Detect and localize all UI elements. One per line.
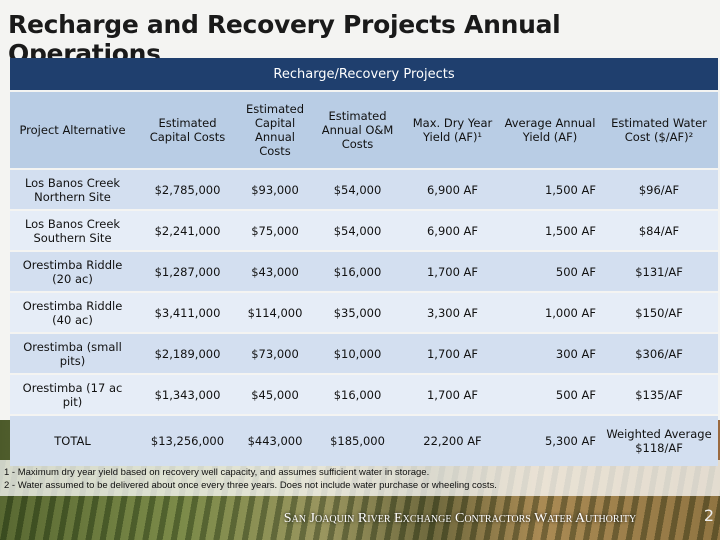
cell: 1,500 AF — [500, 170, 600, 209]
cell: $96/AF — [600, 170, 718, 209]
cell: $45,000 — [240, 375, 310, 414]
cell: $131/AF — [600, 252, 718, 291]
table-row: Los Banos Creek Northern Site $2,785,000 $… — [10, 170, 718, 209]
cell: $16,000 — [310, 252, 405, 291]
cell: $13,256,000 — [135, 416, 240, 466]
column-header: Estimated Water Cost ($/AF)² — [600, 92, 718, 168]
cell: 1,000 AF — [500, 293, 600, 332]
cell: $185,000 — [310, 416, 405, 466]
cell: Weighted Average $118/AF — [600, 416, 718, 466]
cell: $10,000 — [310, 334, 405, 373]
cell: 300 AF — [500, 334, 600, 373]
cell: 22,200 AF — [405, 416, 500, 466]
table-body: Los Banos Creek Northern Site $2,785,000 $… — [10, 170, 718, 466]
cell: $2,785,000 — [135, 170, 240, 209]
cell: 500 AF — [500, 252, 600, 291]
project-name: Orestimba (small pits) — [10, 334, 135, 373]
cell: 3,300 AF — [405, 293, 500, 332]
cell: $73,000 — [240, 334, 310, 373]
cell: $54,000 — [310, 170, 405, 209]
cell: $1,343,000 — [135, 375, 240, 414]
project-name: Los Banos Creek Southern Site — [10, 211, 135, 250]
cell: 6,900 AF — [405, 170, 500, 209]
column-header: Project Alternative — [10, 92, 135, 168]
cell: $43,000 — [240, 252, 310, 291]
footnotes: 1 - Maximum dry year yield based on reco… — [4, 466, 497, 492]
page-number: 2 — [703, 506, 714, 525]
cell: $54,000 — [310, 211, 405, 250]
project-name: Orestimba Riddle (20 ac) — [10, 252, 135, 291]
cell: 1,700 AF — [405, 375, 500, 414]
header-row: Project Alternative Estimated Capital Cos… — [10, 92, 718, 168]
cell: $16,000 — [310, 375, 405, 414]
column-header: Estimated Annual O&M Costs — [310, 92, 405, 168]
footnote: 2 - Water assumed to be delivered about … — [4, 480, 497, 491]
cell: $135/AF — [600, 375, 718, 414]
table-row: TOTAL $13,256,000 $443,000 $185,000 22,200 A… — [10, 416, 718, 466]
table-row: Orestimba (small pits) $2,189,000 $73,000 $… — [10, 334, 718, 373]
cell: $443,000 — [240, 416, 310, 466]
cell: $93,000 — [240, 170, 310, 209]
table-row: Orestimba (17 ac pit) $1,343,000 $45,000 $1… — [10, 375, 718, 414]
cell: 5,300 AF — [500, 416, 600, 466]
project-name: Orestimba Riddle (40 ac) — [10, 293, 135, 332]
table-row: Los Banos Creek Southern Site $2,241,000 $… — [10, 211, 718, 250]
cost-table: Recharge/Recovery Projects Project Alter… — [10, 56, 718, 468]
cell: $2,189,000 — [135, 334, 240, 373]
cell: $3,411,000 — [135, 293, 240, 332]
cell: 1,700 AF — [405, 334, 500, 373]
project-name: Orestimba (17 ac pit) — [10, 375, 135, 414]
footnote: 1 - Maximum dry year yield based on reco… — [4, 467, 430, 478]
cell: $150/AF — [600, 293, 718, 332]
cell: 6,900 AF — [405, 211, 500, 250]
table-row: Orestimba Riddle (40 ac) $3,411,000 $114,0… — [10, 293, 718, 332]
project-name: TOTAL — [10, 416, 135, 466]
column-header: Estimated Capital Annual Costs — [240, 92, 310, 168]
cell: $84/AF — [600, 211, 718, 250]
cell: $2,241,000 — [135, 211, 240, 250]
cell: 1,700 AF — [405, 252, 500, 291]
cell: 1,500 AF — [500, 211, 600, 250]
cell: 500 AF — [500, 375, 600, 414]
cell: $306/AF — [600, 334, 718, 373]
column-header: Estimated Capital Costs — [135, 92, 240, 168]
cell: $114,000 — [240, 293, 310, 332]
footnote-backdrop — [0, 460, 720, 496]
table-row: Orestimba Riddle (20 ac) $1,287,000 $43,00… — [10, 252, 718, 291]
column-header: Max. Dry Year Yield (AF)¹ — [405, 92, 500, 168]
table-caption: Recharge/Recovery Projects — [10, 58, 718, 90]
cell: $1,287,000 — [135, 252, 240, 291]
project-name: Los Banos Creek Northern Site — [10, 170, 135, 209]
cell: $75,000 — [240, 211, 310, 250]
footer: San Joaquin River Exchange Contractors W… — [283, 511, 637, 526]
cell: $35,000 — [310, 293, 405, 332]
column-header: Average Annual Yield (AF) — [500, 92, 600, 168]
